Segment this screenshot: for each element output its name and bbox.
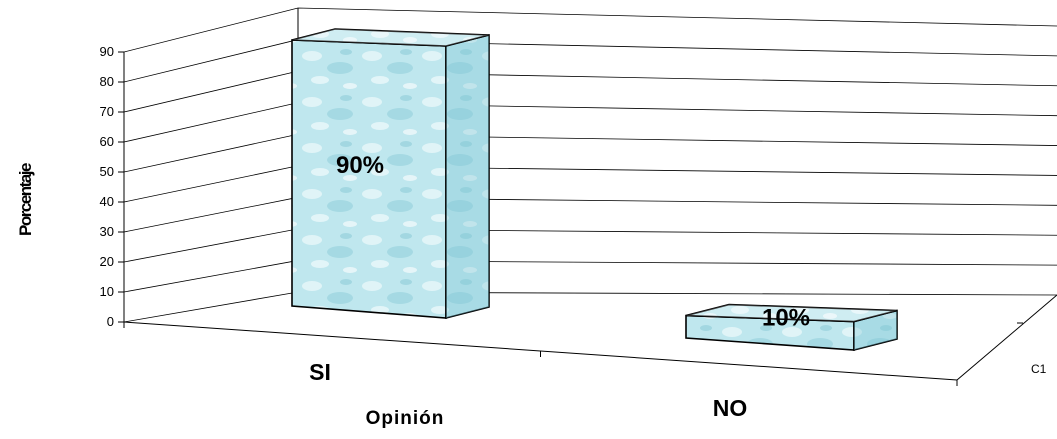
gridline-60 bbox=[123, 102, 1057, 143]
y-tick-label: 10 bbox=[100, 284, 114, 299]
gridline-30 bbox=[123, 196, 1057, 233]
bars: 90% 10% bbox=[291, 28, 898, 352]
axes bbox=[118, 8, 1057, 386]
category-label-SI: SI bbox=[309, 359, 331, 385]
bar-top-highlight bbox=[292, 29, 489, 46]
gridline-80 bbox=[123, 39, 1057, 83]
x-axis-label: Opinión bbox=[366, 408, 445, 429]
gridline-90 bbox=[123, 7, 1057, 53]
gridline-40 bbox=[123, 165, 1057, 203]
gridlines bbox=[123, 7, 1057, 323]
bar-NO: 10% bbox=[685, 303, 898, 352]
gridline-0 bbox=[123, 291, 1057, 323]
data-label: 90% bbox=[336, 152, 384, 179]
y-axis-label: Porcentaje bbox=[16, 163, 35, 236]
y-tick-label: 40 bbox=[100, 194, 114, 209]
data-label: 10% bbox=[762, 305, 810, 332]
gridline-50 bbox=[123, 133, 1057, 173]
bar-top-highlight bbox=[686, 304, 897, 322]
bar-side-shade bbox=[854, 310, 897, 350]
y-tick-label: 60 bbox=[100, 134, 114, 149]
y-tick-labels: 0 10 20 30 40 50 60 70 80 90 bbox=[100, 44, 114, 329]
series-label: C1 bbox=[1031, 362, 1047, 376]
bar-top-face bbox=[685, 303, 898, 323]
category-label-NO: NO bbox=[713, 395, 748, 421]
y-tick-label: 20 bbox=[100, 254, 114, 269]
bar-side-shade bbox=[446, 35, 489, 318]
y-tick-label: 0 bbox=[107, 314, 114, 329]
y-tick-label: 50 bbox=[100, 164, 114, 179]
gridline-20 bbox=[123, 228, 1057, 263]
y-tick-label: 70 bbox=[100, 104, 114, 119]
bar-SI: 90% bbox=[291, 28, 490, 320]
gridline-10 bbox=[123, 260, 1057, 293]
y-tick-label: 90 bbox=[100, 44, 114, 59]
gridline-70 bbox=[123, 70, 1057, 113]
bar-top-face bbox=[291, 28, 490, 47]
y-tick-label: 80 bbox=[100, 74, 114, 89]
bar-front-face bbox=[291, 39, 447, 319]
depth-axis-line bbox=[956, 294, 1057, 381]
y-tick-label: 30 bbox=[100, 224, 114, 239]
category-labels: SI NO bbox=[309, 359, 747, 421]
